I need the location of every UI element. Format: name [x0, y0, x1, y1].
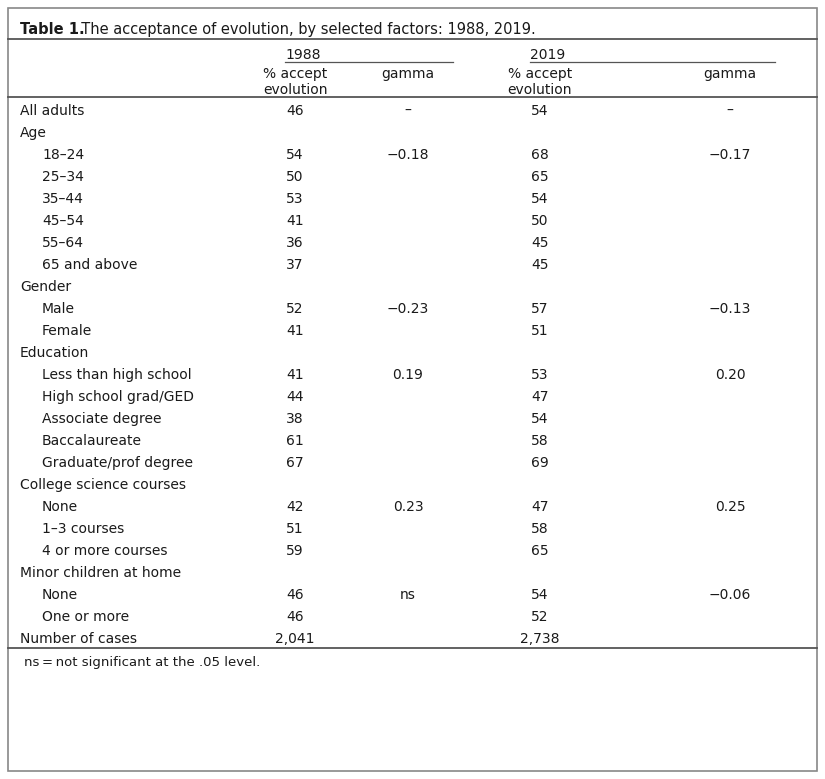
Text: 45: 45: [531, 258, 549, 272]
Text: 2,041: 2,041: [276, 632, 315, 646]
Text: 59: 59: [286, 544, 304, 558]
Text: ns: ns: [400, 588, 416, 602]
Text: 55–64: 55–64: [42, 236, 84, 250]
Text: 46: 46: [286, 610, 304, 624]
Text: Minor children at home: Minor children at home: [20, 566, 182, 580]
Text: Baccalaureate: Baccalaureate: [42, 434, 142, 448]
Text: 65: 65: [531, 544, 549, 558]
Text: College science courses: College science courses: [20, 478, 186, 492]
Text: % accept
evolution: % accept evolution: [507, 67, 573, 97]
Text: 38: 38: [286, 412, 304, 426]
Text: Gender: Gender: [20, 280, 71, 294]
Text: 41: 41: [286, 214, 304, 228]
Text: −0.18: −0.18: [387, 148, 429, 162]
Text: ns = not significant at the .05 level.: ns = not significant at the .05 level.: [24, 656, 260, 669]
Text: 46: 46: [286, 588, 304, 602]
Text: 2019: 2019: [530, 48, 565, 62]
Text: 41: 41: [286, 324, 304, 338]
Text: % accept
evolution: % accept evolution: [262, 67, 328, 97]
Text: 37: 37: [286, 258, 304, 272]
Text: −0.17: −0.17: [709, 148, 752, 162]
Text: High school grad/GED: High school grad/GED: [42, 390, 194, 404]
Text: 57: 57: [531, 302, 549, 316]
Text: 69: 69: [531, 456, 549, 470]
Text: 54: 54: [531, 192, 549, 206]
Text: Education: Education: [20, 346, 89, 360]
Text: −0.06: −0.06: [709, 588, 752, 602]
Text: Less than high school: Less than high school: [42, 368, 191, 382]
Text: 54: 54: [286, 148, 304, 162]
Text: 45: 45: [531, 236, 549, 250]
Text: Age: Age: [20, 126, 47, 140]
Text: One or more: One or more: [42, 610, 130, 624]
Text: Table 1.: Table 1.: [20, 22, 85, 37]
Text: 51: 51: [531, 324, 549, 338]
Text: Male: Male: [42, 302, 75, 316]
Text: 45–54: 45–54: [42, 214, 84, 228]
Text: –: –: [727, 104, 733, 118]
Text: 58: 58: [531, 434, 549, 448]
Text: None: None: [42, 588, 78, 602]
Text: The acceptance of evolution, by selected factors: 1988, 2019.: The acceptance of evolution, by selected…: [72, 22, 535, 37]
Text: 47: 47: [531, 390, 549, 404]
Text: 4 or more courses: 4 or more courses: [42, 544, 167, 558]
Text: 54: 54: [531, 104, 549, 118]
Text: 2,738: 2,738: [521, 632, 559, 646]
Text: 0.20: 0.20: [714, 368, 745, 382]
Text: 1988: 1988: [285, 48, 320, 62]
Text: 46: 46: [286, 104, 304, 118]
Text: 61: 61: [286, 434, 304, 448]
Text: 53: 53: [531, 368, 549, 382]
Text: 65: 65: [531, 170, 549, 184]
Text: 52: 52: [531, 610, 549, 624]
Text: 52: 52: [286, 302, 304, 316]
Text: All adults: All adults: [20, 104, 84, 118]
Text: –: –: [404, 104, 412, 118]
Text: 54: 54: [531, 412, 549, 426]
Text: 0.23: 0.23: [393, 500, 423, 514]
Text: 25–34: 25–34: [42, 170, 84, 184]
Text: 1–3 courses: 1–3 courses: [42, 522, 125, 536]
Text: Graduate/prof degree: Graduate/prof degree: [42, 456, 193, 470]
Text: 44: 44: [286, 390, 304, 404]
Text: 50: 50: [286, 170, 304, 184]
Text: 50: 50: [531, 214, 549, 228]
Text: −0.13: −0.13: [709, 302, 752, 316]
Text: 65 and above: 65 and above: [42, 258, 138, 272]
Text: 68: 68: [531, 148, 549, 162]
Text: 0.25: 0.25: [714, 500, 745, 514]
Text: 18–24: 18–24: [42, 148, 84, 162]
Text: 36: 36: [286, 236, 304, 250]
Text: 35–44: 35–44: [42, 192, 84, 206]
Text: 42: 42: [286, 500, 304, 514]
Text: gamma: gamma: [704, 67, 757, 81]
Text: None: None: [42, 500, 78, 514]
Text: 58: 58: [531, 522, 549, 536]
Text: 54: 54: [531, 588, 549, 602]
Text: −0.23: −0.23: [387, 302, 429, 316]
Text: 41: 41: [286, 368, 304, 382]
Text: 67: 67: [286, 456, 304, 470]
Text: 47: 47: [531, 500, 549, 514]
Text: 51: 51: [286, 522, 304, 536]
Text: Associate degree: Associate degree: [42, 412, 162, 426]
Text: 53: 53: [286, 192, 304, 206]
Text: 0.19: 0.19: [393, 368, 423, 382]
Text: Number of cases: Number of cases: [20, 632, 137, 646]
Text: Female: Female: [42, 324, 92, 338]
Text: gamma: gamma: [381, 67, 435, 81]
